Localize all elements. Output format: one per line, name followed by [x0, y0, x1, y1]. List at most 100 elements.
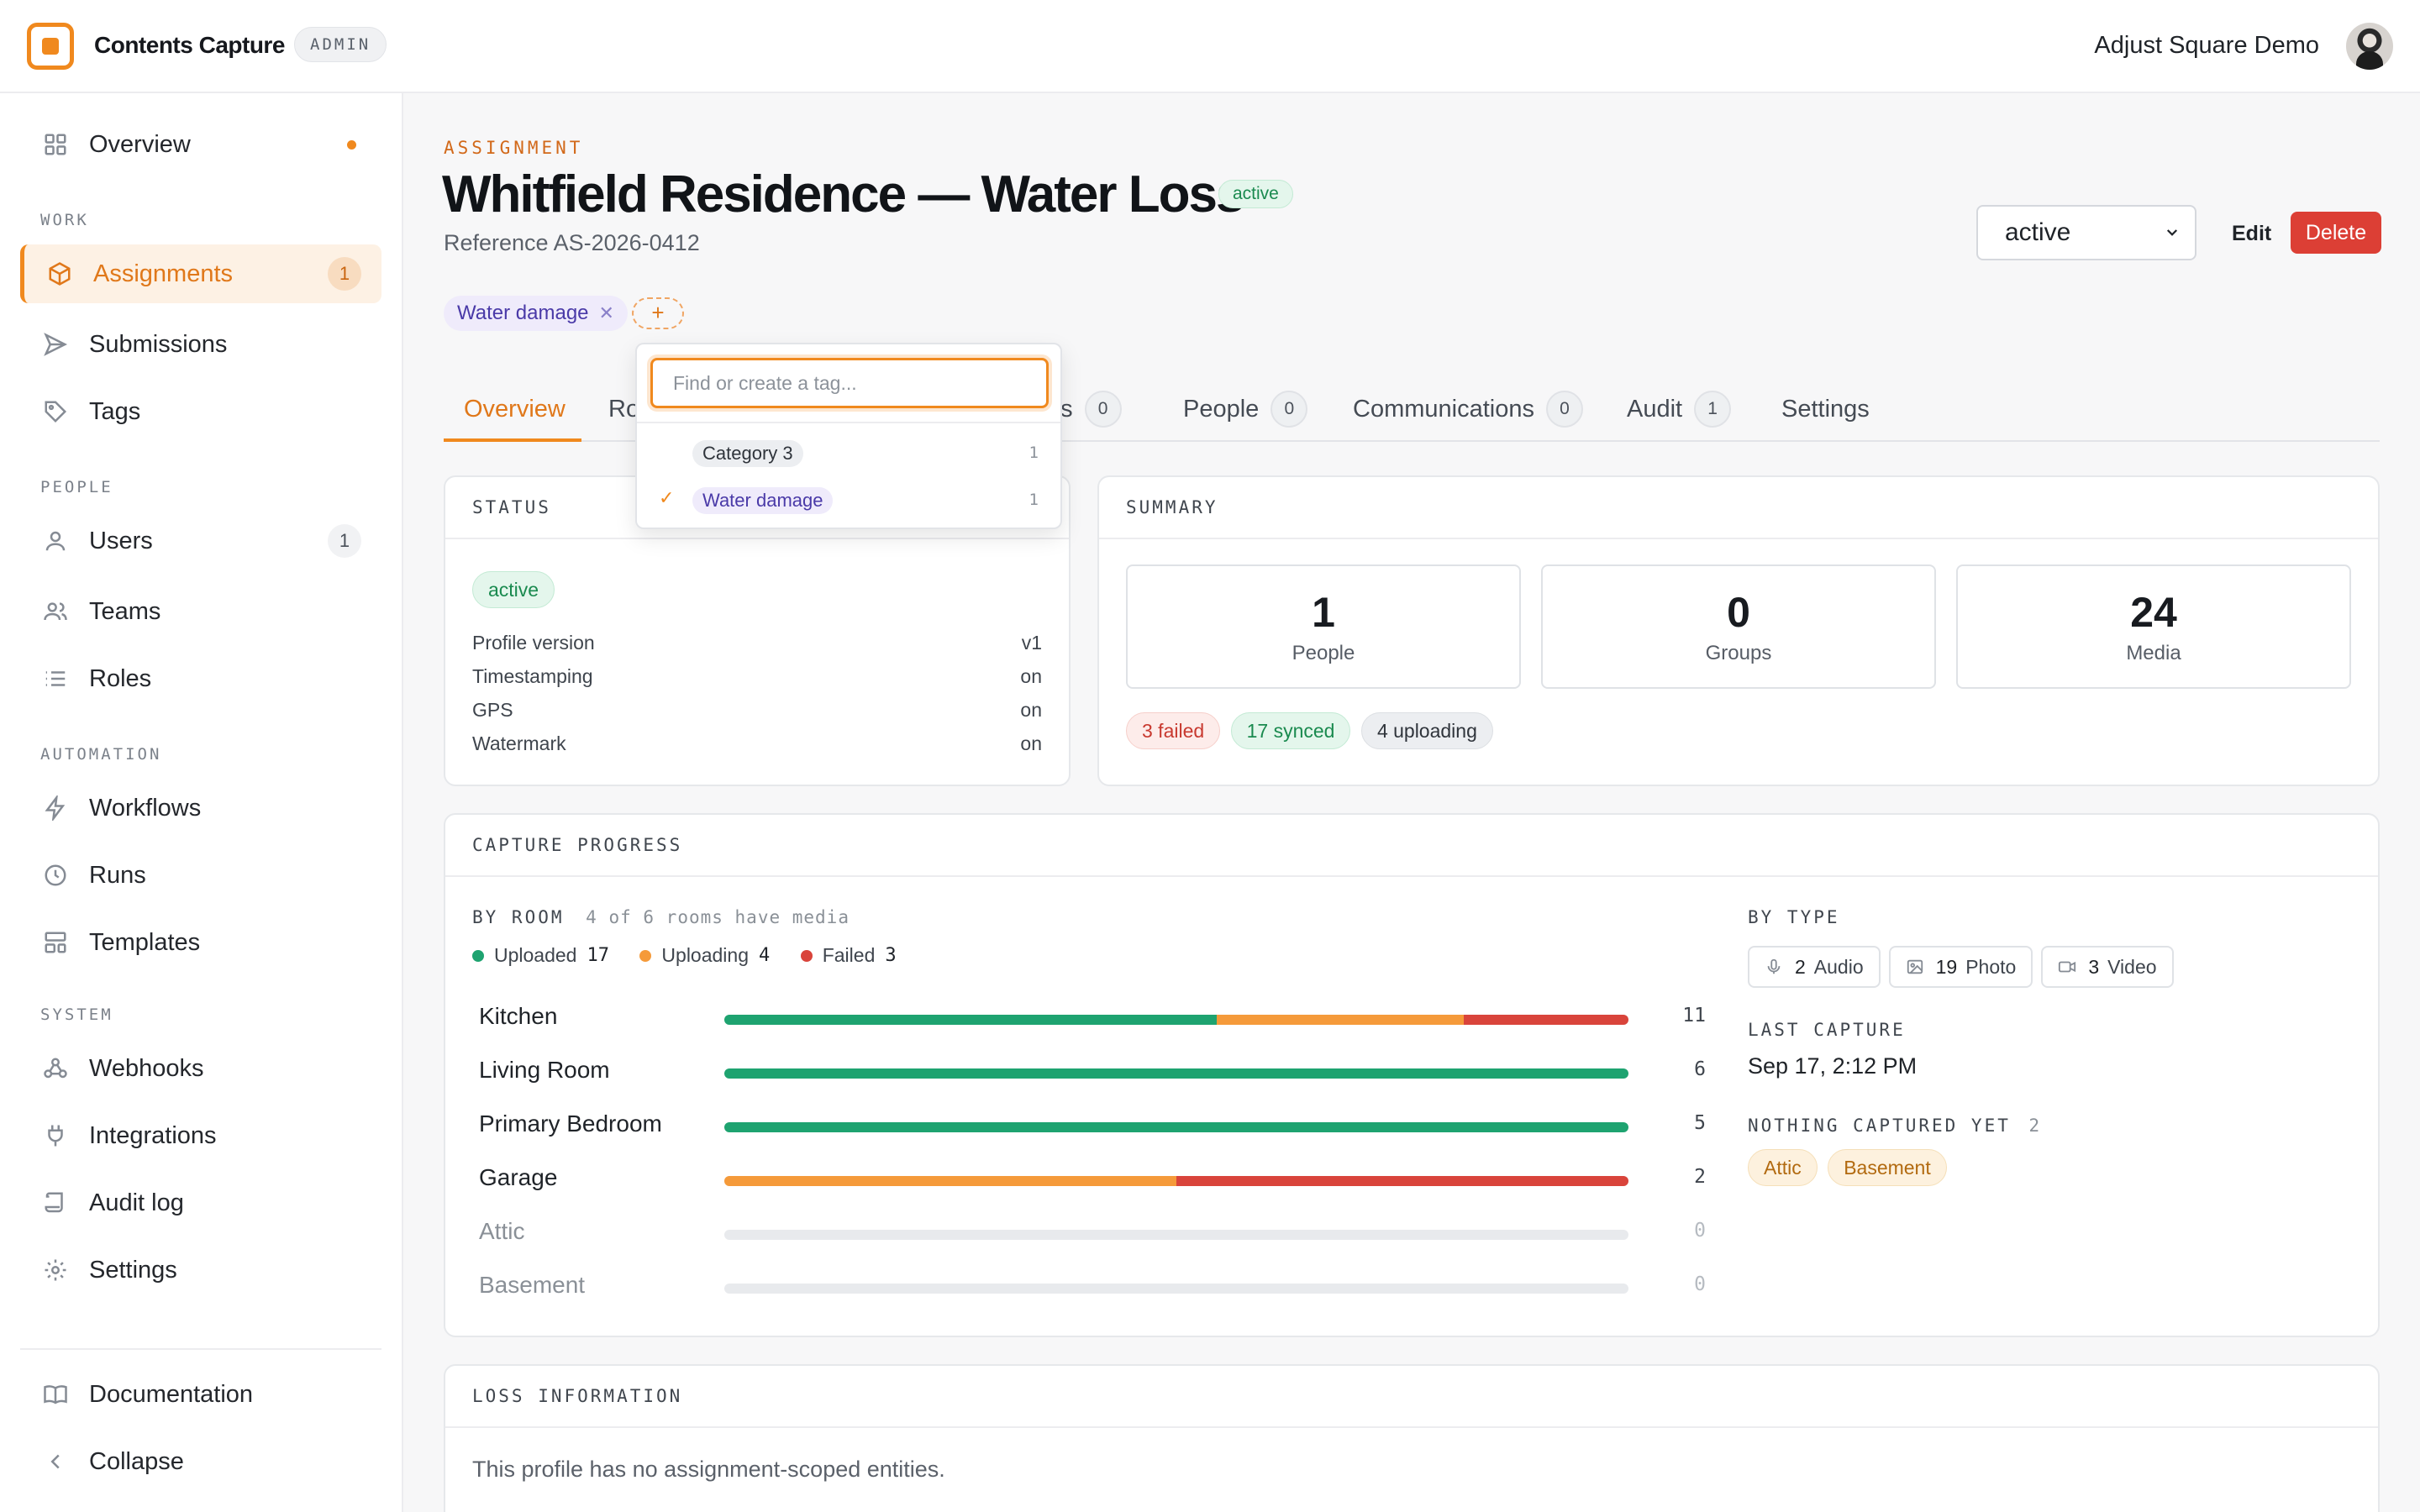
tag-option[interactable]: Category 3 1	[637, 432, 1060, 475]
sidebar-item-templates[interactable]: Templates	[20, 913, 381, 972]
uploading-pill: 4 uploading	[1360, 712, 1493, 749]
sidebar-item-webhooks[interactable]: Webhooks	[20, 1039, 381, 1098]
sidebar-item-collapse[interactable]: Collapse	[20, 1432, 381, 1491]
by-type-label: BY TYPE	[1748, 907, 1840, 927]
legend-uploaded: Uploaded 17	[472, 944, 609, 967]
sidebar-item-submissions[interactable]: Submissions	[20, 315, 381, 374]
room-progress-bar	[724, 1015, 1628, 1025]
list-icon	[42, 665, 69, 692]
user-avatar[interactable]	[2346, 23, 2393, 70]
sidebar-item-tags[interactable]: Tags	[20, 382, 381, 441]
type-chip-video[interactable]: 3 Video	[2041, 946, 2174, 988]
room-name: Primary Bedroom	[479, 1110, 662, 1137]
room-row[interactable]: Garage 2	[479, 1163, 1706, 1196]
sidebar-item-settings[interactable]: Settings	[20, 1241, 381, 1299]
by-room-note: 4 of 6 rooms have media	[586, 907, 850, 927]
delete-button[interactable]: Delete	[2291, 212, 2381, 254]
sidebar-item-label: Tags	[89, 397, 141, 425]
tab-label: Communications	[1353, 395, 1534, 423]
room-row[interactable]: Attic 0	[479, 1216, 1706, 1250]
room-row[interactable]: Primary Bedroom 5	[479, 1109, 1706, 1142]
tab-people[interactable]: People 0	[1183, 388, 1308, 430]
organization-name[interactable]: Adjust Square Demo	[2094, 32, 2319, 59]
type-chip-photo[interactable]: 19 Photo	[1888, 946, 2033, 988]
kv-key: Watermark	[472, 732, 566, 754]
tab-label: Overview	[464, 395, 566, 423]
tab-audit[interactable]: Audit 1	[1627, 388, 1732, 430]
stat-people[interactable]: 1 People	[1126, 564, 1521, 689]
sidebar-item-workflows[interactable]: Workflows	[20, 779, 381, 837]
sidebar-item-label: Integrations	[89, 1121, 217, 1149]
remove-tag-icon[interactable]: ✕	[598, 302, 614, 323]
sidebar-item-integrations[interactable]: Integrations	[20, 1106, 381, 1165]
add-tag-button[interactable]: +	[632, 297, 684, 329]
lightning-icon	[42, 795, 69, 822]
active-tab-indicator	[444, 438, 581, 442]
type-count: 3	[2088, 955, 2100, 978]
kv-row: Profile version v1	[472, 632, 1042, 654]
sidebar-section-people: PEOPLE	[40, 478, 113, 496]
sidebar-item-label: Submissions	[89, 330, 228, 358]
sidebar-section-work: WORK	[40, 211, 89, 229]
tab-overview[interactable]: Overview	[464, 388, 566, 430]
sidebar-item-roles[interactable]: Roles	[20, 649, 381, 708]
tag-chip[interactable]: Water damage ✕	[444, 296, 628, 331]
stat-value: 0	[1727, 589, 1750, 636]
sidebar-item-assignments[interactable]: Assignments 1	[20, 244, 381, 303]
app-logo-icon[interactable]	[27, 23, 74, 70]
tag-dropdown: Find or create a tag... Category 3 1 ✓ W…	[635, 343, 1062, 529]
edit-button[interactable]: Edit	[2232, 222, 2272, 245]
sidebar-item-audit-log[interactable]: Audit log	[20, 1173, 381, 1232]
tab-settings[interactable]: Settings	[1781, 388, 1870, 430]
tag-option-label: Category 3	[692, 440, 803, 467]
progress-legend: Uploaded 17 Uploading 4 Failed 3	[472, 944, 923, 967]
tab-label: Settings	[1781, 395, 1870, 423]
room-pill[interactable]: Basement	[1828, 1149, 1947, 1186]
kv-value: v1	[1021, 632, 1042, 654]
tab-communications[interactable]: Communications 0	[1353, 388, 1583, 430]
image-icon	[1907, 959, 1923, 974]
kv-key: Profile version	[472, 632, 595, 654]
tab-label: People	[1183, 395, 1260, 423]
room-row[interactable]: Basement 0	[479, 1270, 1706, 1304]
last-capture-value: Sep 17, 2:12 PM	[1748, 1053, 1918, 1079]
failed-pill: 3 failed	[1126, 712, 1221, 749]
kv-value: on	[1020, 699, 1042, 721]
sidebar-item-users[interactable]: Users 1	[20, 512, 381, 570]
room-row[interactable]: Kitchen 11	[479, 1001, 1706, 1035]
stat-groups[interactable]: 0 Groups	[1541, 564, 1936, 689]
nothing-captured-list: Attic Basement	[1748, 1149, 1947, 1186]
room-count: 5	[1694, 1112, 1706, 1134]
page-title: Whitfield Residence — Water Loss	[442, 165, 1244, 223]
tab-rooms[interactable]: Ro	[608, 388, 639, 430]
room-progress-bar	[724, 1284, 1628, 1294]
book-icon	[42, 1381, 69, 1408]
card-heading: LOSS INFORMATION	[445, 1366, 2378, 1428]
room-pill[interactable]: Attic	[1748, 1149, 1818, 1186]
box-icon	[46, 260, 73, 287]
tab-count: 0	[1270, 391, 1308, 428]
send-icon	[42, 331, 69, 358]
sidebar-item-teams[interactable]: Teams	[20, 582, 381, 641]
type-label: Audio	[1813, 955, 1864, 978]
gear-icon	[42, 1257, 69, 1284]
reference-number: Reference AS-2026-0412	[444, 230, 700, 255]
sidebar-item-overview[interactable]: Overview	[20, 115, 381, 174]
failed-dot	[800, 949, 813, 962]
type-chip-audio[interactable]: 2 Audio	[1748, 946, 1881, 988]
sidebar-item-runs[interactable]: Runs	[20, 846, 381, 905]
room-count: 2	[1694, 1166, 1706, 1188]
status-select-value: active	[2005, 218, 2071, 246]
status-select[interactable]: active	[1976, 205, 2196, 260]
room-row[interactable]: Living Room 6	[479, 1055, 1706, 1089]
room-name: Attic	[479, 1218, 525, 1244]
sidebar-item-label: Audit log	[89, 1189, 184, 1216]
sidebar-item-label: Users	[89, 527, 153, 554]
sidebar-item-documentation[interactable]: Documentation	[20, 1365, 381, 1424]
nothing-captured-label: NOTHING CAPTURED YET	[1748, 1116, 2011, 1136]
stat-media[interactable]: 24 Media	[1956, 564, 2351, 689]
tag-search-input[interactable]: Find or create a tag...	[650, 358, 1049, 408]
tag-option[interactable]: ✓ Water damage 1	[637, 479, 1060, 522]
video-icon	[2059, 961, 2076, 973]
notification-dot	[347, 139, 356, 150]
